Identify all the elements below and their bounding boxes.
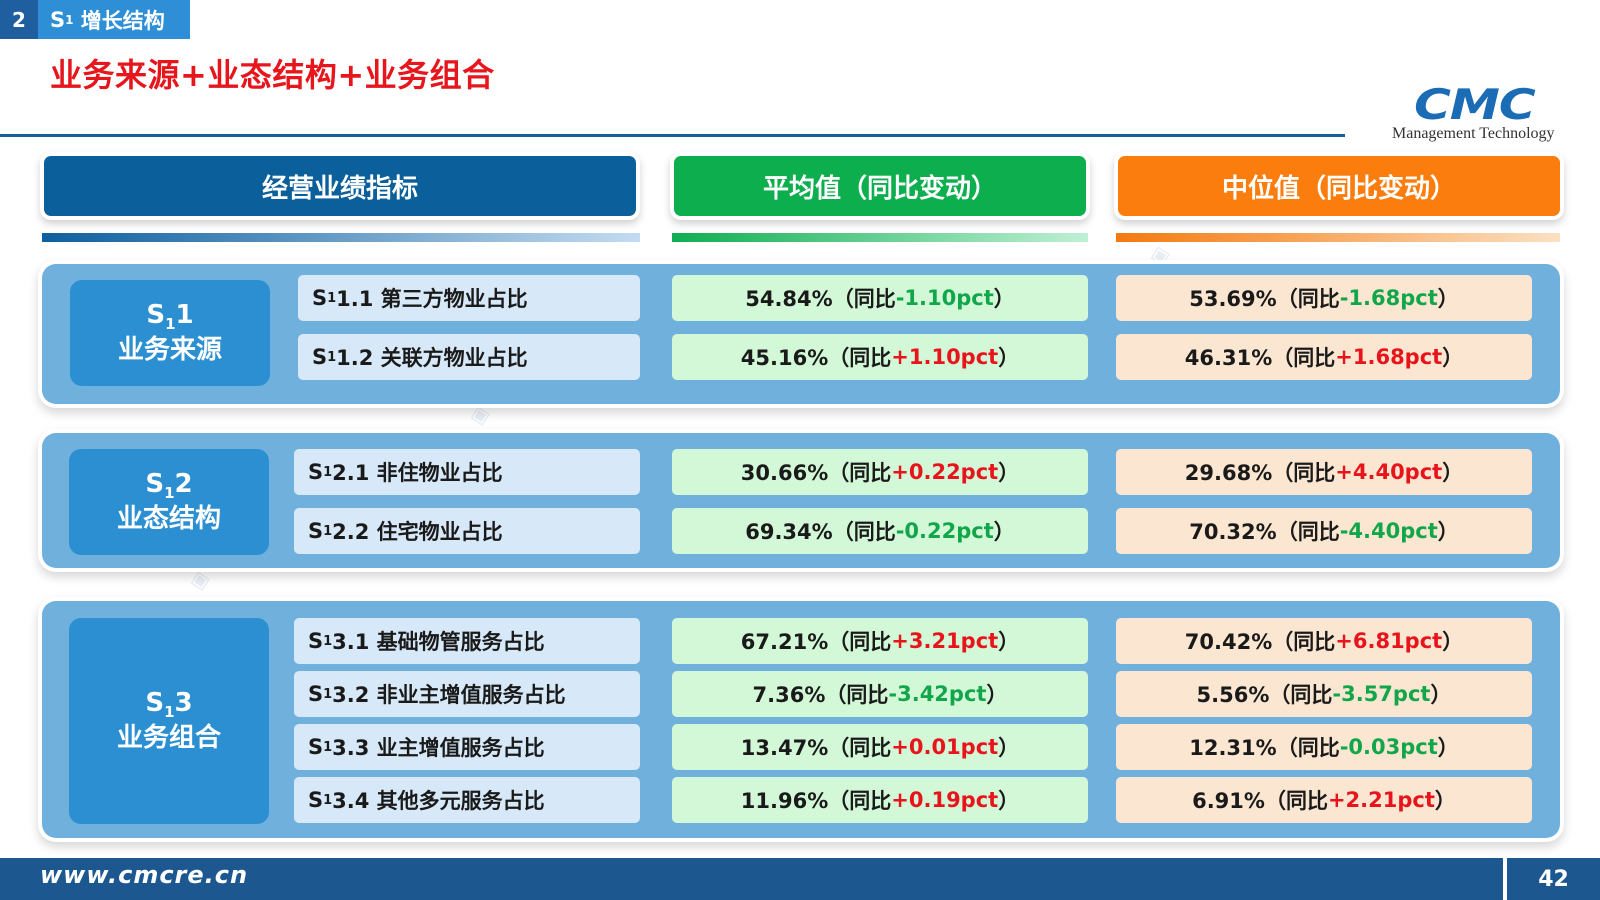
median-cell: 6.91%（同比 +2.21pct） — [1116, 777, 1532, 823]
median-cell: 29.68%（同比 +4.40pct） — [1116, 449, 1532, 495]
indicator-column-bar — [42, 233, 640, 242]
average-cell: 30.66%（同比 +0.22pct） — [672, 449, 1088, 495]
indicator-cell: S 1 1.2 关联方物业占比 — [298, 334, 640, 380]
indicator-cell: S 1 2.2 住宅物业占比 — [294, 508, 640, 554]
section-number: 2 — [0, 0, 38, 39]
indicator-cell: S 1 3.2 非业主增值服务占比 — [294, 671, 640, 717]
indicator-cell: S 1 3.1 基础物管服务占比 — [294, 618, 640, 664]
group-name: 业务组合 — [116, 723, 221, 754]
group-code: S13 — [145, 688, 193, 722]
median-cell: 53.69%（同比 -1.68pct） — [1116, 275, 1532, 321]
average-cell: 11.96%（同比 +0.19pct） — [672, 777, 1088, 823]
median-cell: 70.42%（同比 +6.81pct） — [1116, 618, 1532, 664]
logo-subtitle: Management Technology — [1392, 125, 1555, 142]
average-cell: 13.47%（同比 +0.01pct） — [672, 724, 1088, 770]
footer-divider — [1503, 858, 1507, 900]
logo-mark: CMC — [1414, 80, 1536, 129]
section-name-prefix: S — [50, 7, 66, 32]
median-cell: 5.56%（同比 -3.57pct） — [1116, 671, 1532, 717]
average-cell: 54.84%（同比 -1.10pct） — [672, 275, 1088, 321]
median-cell: 12.31%（同比 -0.03pct） — [1116, 724, 1532, 770]
group-name: 业态结构 — [116, 504, 221, 535]
footer-url[interactable]: www.cmcre.cn — [40, 861, 249, 889]
average-column-bar — [672, 233, 1088, 242]
median-cell: 70.32%（同比 -4.40pct） — [1116, 508, 1532, 554]
average-cell: 45.16%（同比 +1.10pct） — [672, 334, 1088, 380]
group-label: S13 业务组合 — [69, 618, 269, 824]
average-cell: 67.21%（同比 +3.21pct） — [672, 618, 1088, 664]
group-code: S12 — [145, 469, 193, 503]
indicator-column-header: 经营业绩指标 — [44, 156, 636, 216]
indicator-cell: S 1 3.4 其他多元服务占比 — [294, 777, 640, 823]
group-label: S12 业态结构 — [69, 449, 269, 555]
average-column-header: 平均值（同比变动） — [674, 156, 1086, 216]
group-name: 业务来源 — [117, 335, 222, 366]
average-cell: 69.34%（同比 -0.22pct） — [672, 508, 1088, 554]
indicator-cell: S 1 3.3 业主增值服务占比 — [294, 724, 640, 770]
indicator-cell: S 1 2.1 非住物业占比 — [294, 449, 640, 495]
cmc-logo: CMC Management Technology — [1388, 80, 1564, 146]
header-rule — [0, 134, 1345, 137]
group-label: S11 业务来源 — [70, 280, 270, 386]
median-cell: 46.31%（同比 +1.68pct） — [1116, 334, 1532, 380]
watermark-decoration: ◈ — [187, 563, 213, 596]
indicator-cell: S 1 1.1 第三方物业占比 — [298, 275, 640, 321]
page-title: 业务来源+业态结构+业务组合 — [50, 56, 495, 94]
section-name-text: 增长结构 — [73, 8, 165, 33]
page-number: 42 — [1538, 866, 1569, 892]
section-name-sub: 1 — [65, 12, 74, 27]
group-code: S11 — [146, 300, 194, 334]
median-column-bar — [1116, 233, 1560, 242]
average-cell: 7.36%（同比 -3.42pct） — [672, 671, 1088, 717]
footer-bar — [0, 858, 1600, 900]
median-column-header: 中位值（同比变动） — [1118, 156, 1560, 216]
